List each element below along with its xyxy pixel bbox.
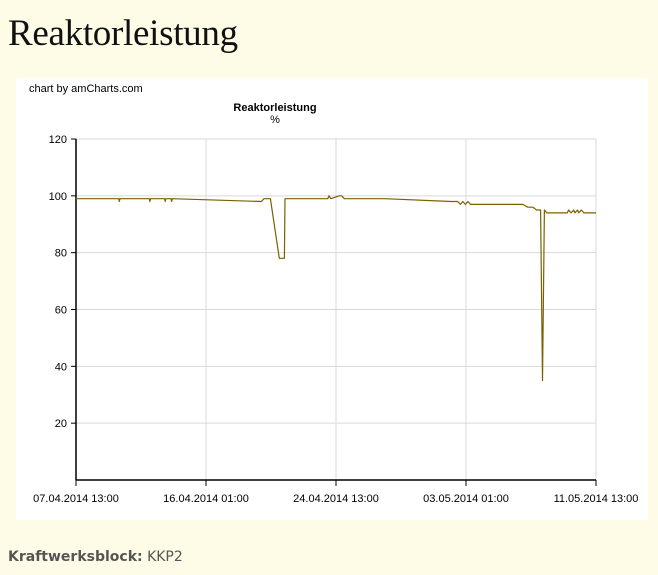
axes: 20 40 60 80 100 120 07.04.2014 13:00 16.04.2014… xyxy=(33,134,638,505)
x-tick-label: 24.04.2014 13:00 xyxy=(293,493,379,505)
x-tick-label: 07.04.2014 13:00 xyxy=(33,493,119,505)
chart-subtitle: % xyxy=(270,114,280,126)
chart-title: Reaktorleistung xyxy=(233,102,316,114)
y-tick-label: 80 xyxy=(55,248,67,260)
footer: Kraftwerksblock: KKP2 xyxy=(8,549,183,565)
footer-value: KKP2 xyxy=(147,549,183,565)
amcharts-credit-link[interactable]: chart by amCharts.com xyxy=(29,83,143,95)
y-tick-label: 40 xyxy=(55,361,67,373)
x-tick-label: 11.05.2014 13:00 xyxy=(554,493,639,505)
page-title: Reaktorleistung xyxy=(8,13,238,54)
chart-panel: Reaktorleistung % 20 40 60 80 100 120 07.04.20… xyxy=(16,78,648,520)
y-tick-label: 100 xyxy=(49,191,67,203)
footer-label: Kraftwerksblock: xyxy=(8,549,143,565)
x-tick-label: 03.05.2014 01:00 xyxy=(423,493,509,505)
y-tick-label: 20 xyxy=(55,418,67,430)
line-chart: Reaktorleistung % 20 40 60 80 100 120 07.04.20… xyxy=(33,102,638,505)
y-tick-label: 60 xyxy=(55,305,67,317)
series-line xyxy=(76,195,596,382)
x-tick-label: 16.04.2014 01:00 xyxy=(163,493,249,505)
series-layer xyxy=(76,195,596,382)
grid-lines xyxy=(76,138,597,480)
y-tick-label: 120 xyxy=(49,134,67,146)
